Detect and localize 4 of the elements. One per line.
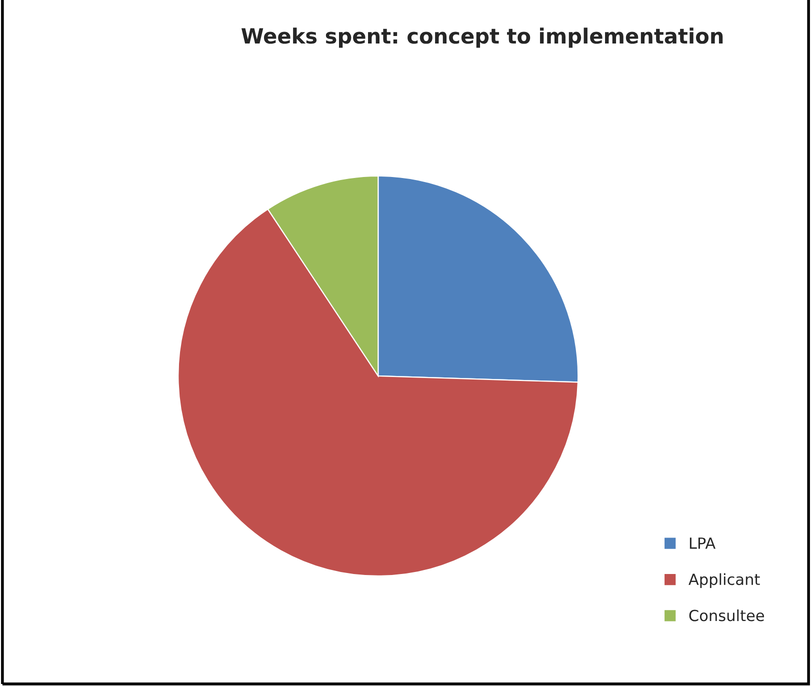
legend-label: Consultee xyxy=(689,609,764,622)
chart-title: Weeks spent: concept to implementation xyxy=(241,28,723,48)
legend-label: LPA xyxy=(690,538,716,549)
legend-label: Applicant xyxy=(688,573,760,588)
